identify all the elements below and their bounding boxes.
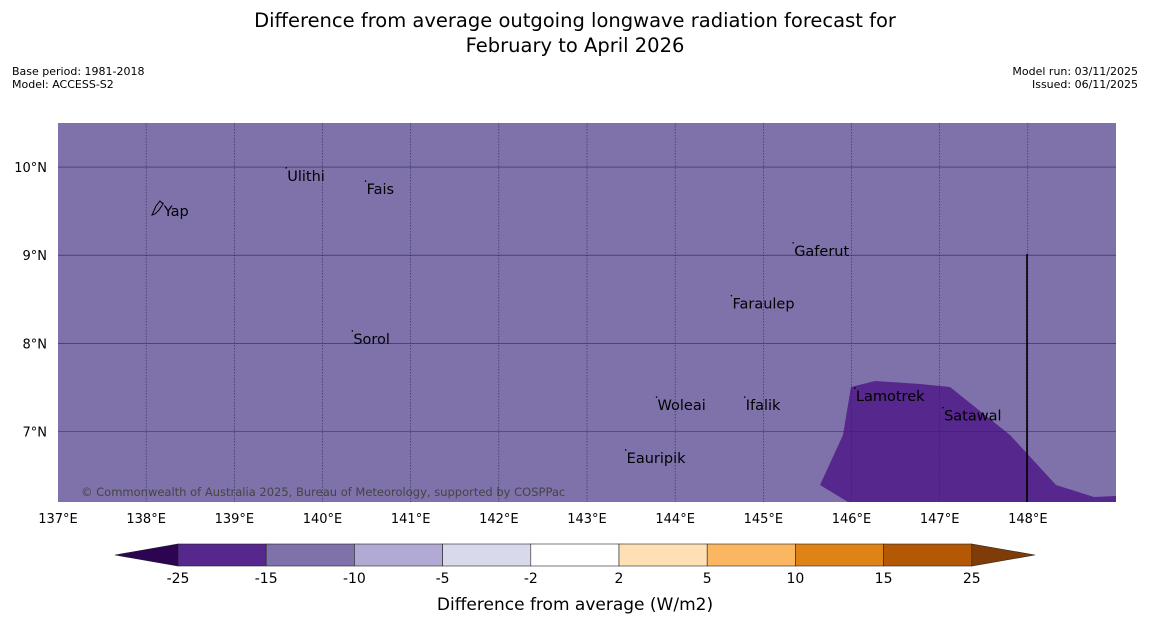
- lat-tick-label: 10°N: [14, 161, 47, 176]
- lat-tick-label: 7°N: [23, 425, 48, 440]
- colorbar-segment: [354, 543, 443, 567]
- model-name: Model: ACCESS-S2: [12, 78, 114, 91]
- colorbar-segment: [530, 543, 620, 567]
- colorbar-segment: [883, 543, 973, 567]
- colorbar-label: Difference from average (W/m2): [437, 595, 713, 615]
- colorbar-segment: [795, 543, 884, 567]
- title-line-1: Difference from average outgoing longwav…: [254, 9, 896, 32]
- lon-tick-label: 140°E: [303, 512, 343, 527]
- place-marker: [854, 387, 856, 390]
- lon-tick-label: 143°E: [567, 512, 607, 527]
- latitude-labels: 7°N 8°N 9°N 10°N: [14, 161, 47, 440]
- colorbar: -25 -15 -10 -5 -2 2 5 10 15 25: [114, 543, 1036, 587]
- lon-tick-label: 144°E: [655, 512, 695, 527]
- colorbar-segment: [442, 543, 532, 567]
- lon-tick-label: 137°E: [38, 512, 78, 527]
- place-marker: [743, 396, 746, 398]
- place-label: Faraulep: [732, 297, 794, 313]
- lon-tick-label: 148°E: [1008, 512, 1048, 527]
- place-label: Lamotrek: [856, 389, 925, 405]
- place-labels: Yap Ulithi Fais Gaferut Faraulep Sorol Woleai I…: [162, 167, 1002, 467]
- lat-tick-label: 9°N: [23, 249, 48, 264]
- place-marker: [285, 167, 288, 169]
- colorbar-tick-label: -10: [343, 571, 366, 587]
- anomaly-region-minus-15-to-25: [820, 381, 1116, 502]
- colorbar-under-arrow: [114, 543, 179, 567]
- meta-right: Model run: 03/11/2025 Issued: 06/11/2025: [1012, 65, 1138, 91]
- place-label: Ifalik: [746, 398, 781, 414]
- colorbar-segment: [265, 543, 355, 567]
- lon-tick-label: 141°E: [391, 512, 431, 527]
- place-label: Ulithi: [287, 169, 325, 185]
- lon-tick-label: 139°E: [215, 512, 255, 527]
- place-label: Sorol: [353, 332, 390, 348]
- copyright-text: © Commonwealth of Australia 2025, Bureau…: [81, 485, 565, 499]
- lat-tick-label: 8°N: [23, 337, 48, 352]
- place-marker: [624, 449, 627, 451]
- colorbar-tick-label: 15: [875, 571, 893, 587]
- lon-tick-label: 145°E: [744, 512, 784, 527]
- place-label: Gaferut: [794, 244, 849, 260]
- colorbar-tick-label: -25: [167, 571, 190, 587]
- chart-title: Difference from average outgoing longwav…: [0, 8, 1150, 58]
- colorbar-tick-label: -2: [524, 571, 538, 587]
- lon-tick-label: 138°E: [126, 512, 166, 527]
- place-label: Eauripik: [627, 451, 686, 467]
- place-label: Satawal: [944, 409, 1001, 425]
- place-marker: [792, 242, 794, 244]
- colorbar-tick-label: 5: [703, 571, 712, 587]
- place-label: Woleai: [658, 398, 706, 414]
- meta-left: Base period: 1981-2018 Model: ACCESS-S2: [12, 65, 144, 91]
- colorbar-tick-label: 10: [786, 571, 804, 587]
- lon-tick-label: 147°E: [920, 512, 960, 527]
- place-marker: [730, 294, 733, 297]
- colorbar-tick-label: -5: [436, 571, 450, 587]
- model-run: Model run: 03/11/2025: [1012, 65, 1138, 78]
- colorbar-tick-label: -15: [255, 571, 278, 587]
- place-marker: [351, 330, 354, 332]
- map-gridlines: [58, 123, 1116, 502]
- place-label: Fais: [367, 182, 394, 198]
- yap-island-shape: [151, 200, 164, 216]
- colorbar-over-arrow: [971, 543, 1036, 567]
- place-marker: [655, 396, 658, 398]
- colorbar-segment: [706, 543, 796, 567]
- lon-tick-label: 146°E: [832, 512, 872, 527]
- colorbar-segment: [618, 543, 708, 567]
- place-label: Yap: [163, 204, 189, 220]
- place-marker: [942, 406, 944, 409]
- base-period: Base period: 1981-2018: [12, 65, 145, 78]
- colorbar-tick-label: 25: [963, 571, 981, 587]
- issued-date: Issued: 06/11/2025: [1031, 78, 1138, 91]
- colorbar-segment: [177, 543, 267, 567]
- lon-tick-label: 142°E: [479, 512, 519, 527]
- longitude-labels: 137°E 138°E 139°E 140°E 141°E 142°E 143°E 144°E…: [38, 512, 1047, 527]
- place-marker: [364, 180, 367, 182]
- colorbar-tick-label: 2: [615, 571, 624, 587]
- title-line-2: February to April 2026: [465, 34, 685, 57]
- place-marker: [162, 202, 164, 204]
